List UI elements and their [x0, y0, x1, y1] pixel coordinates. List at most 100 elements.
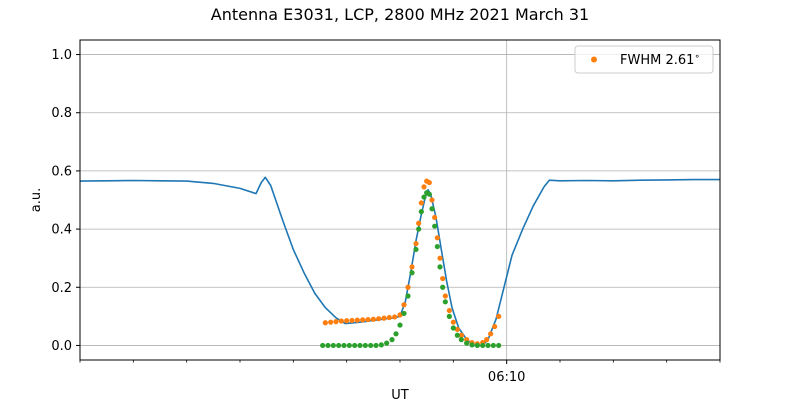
data-point — [393, 331, 399, 337]
data-point — [458, 337, 464, 343]
legend-box — [574, 45, 714, 74]
data-point — [454, 326, 460, 333]
data-point — [426, 191, 432, 197]
legend: FWHM 2.61∘ — [574, 45, 714, 74]
data-point — [418, 200, 424, 206]
data-point — [413, 246, 419, 253]
data-point — [405, 284, 411, 290]
data-point — [429, 206, 435, 212]
data-point — [450, 319, 456, 325]
data-point — [344, 318, 350, 324]
y-tick-label: 0.4 — [51, 223, 72, 238]
plot-frame — [79, 39, 721, 361]
data-point — [437, 264, 443, 270]
data-point — [386, 314, 392, 321]
data-point — [440, 284, 446, 290]
data-point — [413, 241, 419, 247]
y-tick-label: 0.6 — [51, 164, 72, 179]
data-point — [454, 332, 460, 338]
data-point — [360, 317, 366, 323]
data-point — [397, 312, 403, 318]
data-point — [333, 319, 339, 325]
data-point — [330, 342, 336, 349]
data-point — [416, 226, 422, 232]
y-tick-label: 0.2 — [51, 281, 72, 296]
data-point — [322, 320, 328, 326]
y-axis-ticks: 0.0 0.2 0.4 0.6 0.8 1.0 — [51, 48, 80, 354]
data-point — [409, 270, 415, 276]
series-line — [79, 176, 720, 347]
data-point — [496, 342, 502, 349]
data-point — [437, 255, 443, 261]
data-point — [421, 194, 427, 200]
data-point — [384, 340, 390, 346]
data-point — [450, 325, 456, 331]
data-point — [464, 340, 470, 346]
data-point — [370, 316, 376, 322]
y-tick-label: 1.0 — [51, 48, 72, 63]
data-point — [397, 322, 403, 328]
data-point — [362, 342, 368, 349]
data-point — [354, 317, 360, 323]
data-point — [381, 315, 387, 321]
data-point — [488, 331, 494, 337]
data-point — [434, 243, 440, 250]
x-axis-ticks: 06:10 — [79, 360, 721, 385]
data-point — [328, 319, 334, 325]
data-point — [484, 337, 490, 343]
data-point — [320, 342, 326, 349]
data-point — [490, 342, 496, 349]
data-point — [341, 342, 347, 349]
data-point — [392, 314, 398, 320]
data-point — [352, 342, 358, 349]
data-point — [409, 264, 415, 270]
y-tick-label: 0.8 — [51, 106, 72, 121]
data-point — [442, 293, 448, 299]
data-point — [365, 316, 371, 323]
data-point — [440, 275, 446, 282]
data-point — [368, 342, 374, 349]
data-point — [357, 342, 363, 349]
data-point — [336, 342, 342, 349]
data-point — [376, 316, 382, 322]
data-point — [492, 323, 498, 330]
data-point — [346, 342, 352, 349]
data-point — [416, 220, 422, 226]
data-point — [378, 342, 384, 348]
data-point — [389, 337, 395, 343]
data-point — [421, 184, 427, 190]
data-point — [446, 307, 452, 314]
data-point — [458, 332, 464, 338]
y-tick-label: 0.0 — [51, 339, 72, 354]
legend-marker — [591, 56, 597, 63]
data-point — [496, 313, 502, 319]
data-point — [401, 310, 407, 317]
data-point — [480, 342, 486, 349]
x-axis-label: UT — [391, 388, 409, 400]
data-point — [442, 299, 448, 305]
data-point — [426, 179, 432, 186]
data-point — [373, 342, 379, 349]
data-point — [485, 342, 491, 349]
data-point — [405, 293, 411, 299]
data-point — [474, 342, 480, 349]
x-tick-label: 06:10 — [488, 370, 525, 385]
grid — [80, 40, 720, 360]
data-point — [429, 197, 435, 203]
legend-entry: FWHM 2.61∘ — [620, 52, 700, 68]
data-point — [418, 209, 424, 215]
data-point — [401, 302, 407, 308]
y-axis-label: a.u. — [29, 188, 44, 212]
data-point — [446, 313, 452, 319]
data-point — [469, 342, 475, 348]
data-point — [434, 235, 440, 241]
plot-area — [79, 176, 720, 349]
data-point — [338, 318, 344, 324]
data-point — [349, 317, 355, 324]
data-point — [432, 223, 438, 229]
chart-title: Antenna E3031, LCP, 2800 MHz 2021 March … — [211, 5, 589, 24]
data-point — [325, 342, 331, 349]
data-point — [432, 214, 438, 221]
